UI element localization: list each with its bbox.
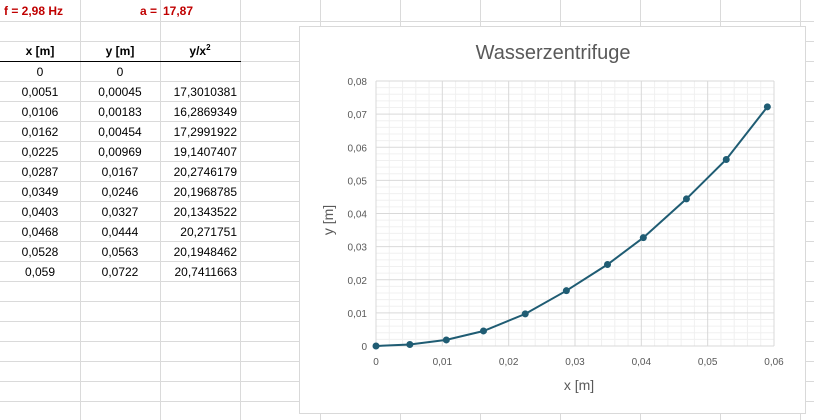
y-tick-label: 0,07: [348, 110, 368, 121]
y-tick-label: 0,01: [348, 309, 368, 320]
x-tick-label: 0,04: [632, 357, 652, 368]
x-tick-label: 0,02: [499, 357, 519, 368]
chart-svg: 0 0,01 0,02 0,03 0,04 0,05 0,06 00,010,020,030…: [320, 42, 784, 393]
cell-y: 0,0327: [101, 205, 139, 219]
x-tick-label: 0: [373, 357, 379, 368]
y-axis-label: y [m]: [320, 205, 336, 235]
a-label: a =: [140, 4, 158, 18]
cell-x: 0,0225: [21, 145, 59, 159]
chart-title: Wasserzentrifuge: [476, 42, 631, 64]
cell-ratio: 20,7411663: [174, 265, 237, 279]
major-grid: [375, 80, 775, 347]
header-ratio-text: y/x: [189, 44, 207, 58]
y-tick-label: 0,08: [348, 77, 368, 88]
cell-ratio: 20,2746179: [173, 165, 237, 179]
cell-x: 0,0403: [21, 205, 59, 219]
y-tick-label: 0,04: [348, 210, 368, 221]
cell-y: 0,0444: [101, 225, 139, 239]
y-tick-labels: 0 0,01 0,02 0,03 0,04 0,05 0,06 0,07 0,08: [348, 77, 368, 353]
data-points: [372, 103, 771, 350]
x-axis-label: x [m]: [564, 377, 594, 393]
cell-ratio: 16,2869349: [173, 105, 237, 119]
data-point: [479, 327, 487, 335]
data-point: [604, 261, 612, 269]
x-tick-label: 0,01: [433, 357, 453, 368]
cell-y: 0,0563: [101, 245, 139, 259]
data-point: [372, 342, 380, 350]
grid-col-line: [80, 0, 81, 420]
cell-ratio: 20,1968785: [173, 185, 237, 199]
cell-x: 0,0051: [21, 85, 59, 99]
cell-y: 0,0722: [101, 265, 139, 279]
grid-col-line: [240, 0, 241, 420]
cell-x: 0,0349: [21, 185, 59, 199]
cell-y: 0,00969: [98, 145, 142, 159]
y-tick-label: 0,02: [348, 276, 368, 287]
data-point: [406, 341, 414, 349]
cell-x: 0,0287: [21, 165, 59, 179]
cell-x: 0,0528: [21, 245, 59, 259]
y-tick-label: 0,05: [348, 176, 368, 187]
cell-x: 0: [36, 65, 44, 79]
header-x: x [m]: [25, 44, 55, 58]
y-tick-label: 0,03: [348, 243, 368, 254]
header-ratio-exponent: 2: [206, 43, 211, 52]
cell-y: 0: [116, 65, 124, 79]
chart-frame[interactable]: 0 0,01 0,02 0,03 0,04 0,05 0,06 0 0,01 0,02 0,03 0…: [299, 26, 806, 414]
data-point: [639, 234, 647, 242]
frequency-label: f = 2,98 Hz: [4, 4, 64, 18]
cell-y: 0,0167: [101, 165, 139, 179]
y-tick-label: 0: [361, 342, 367, 353]
header-y: y [m]: [105, 44, 135, 58]
cell-ratio: 17,3010381: [173, 85, 237, 99]
cell-y: 0,00183: [98, 105, 142, 119]
data-point: [442, 336, 450, 344]
data-point: [763, 103, 771, 111]
cell-ratio: 17,2991922: [173, 125, 237, 139]
cell-ratio: 20,1948462: [173, 245, 237, 259]
data-point: [722, 156, 730, 164]
cell-x: 0,0162: [21, 125, 59, 139]
data-point: [521, 310, 529, 318]
cell-y: 0,00045: [98, 85, 142, 99]
a-value: 17,87: [163, 4, 194, 18]
cell-x: 0,0468: [21, 225, 59, 239]
header-ratio: y/x2: [160, 41, 240, 61]
cell-y: 0,0246: [101, 185, 139, 199]
data-point: [682, 195, 690, 203]
data-point: [562, 287, 570, 295]
grid-row-line: [0, 21, 814, 22]
cell-ratio: [160, 62, 237, 82]
x-tick-label: 0,03: [565, 357, 585, 368]
cell-ratio: 19,1407407: [173, 145, 237, 159]
x-tick-labels: 0 0,01 0,02 0,03 0,04 0,05 0,06: [373, 357, 784, 368]
cell-x: 0,059: [24, 265, 56, 279]
header-underline: [0, 61, 241, 62]
cell-ratio: 20,271751: [180, 225, 237, 239]
x-tick-label: 0,06: [764, 357, 784, 368]
cell-y: 0,00454: [98, 125, 142, 139]
y-tick-label: 0,06: [348, 143, 368, 154]
cell-x: 0,0106: [21, 105, 59, 119]
grid-col-line: [160, 0, 161, 420]
cell-ratio: 20,1343522: [173, 205, 237, 219]
x-tick-label: 0,05: [698, 357, 718, 368]
